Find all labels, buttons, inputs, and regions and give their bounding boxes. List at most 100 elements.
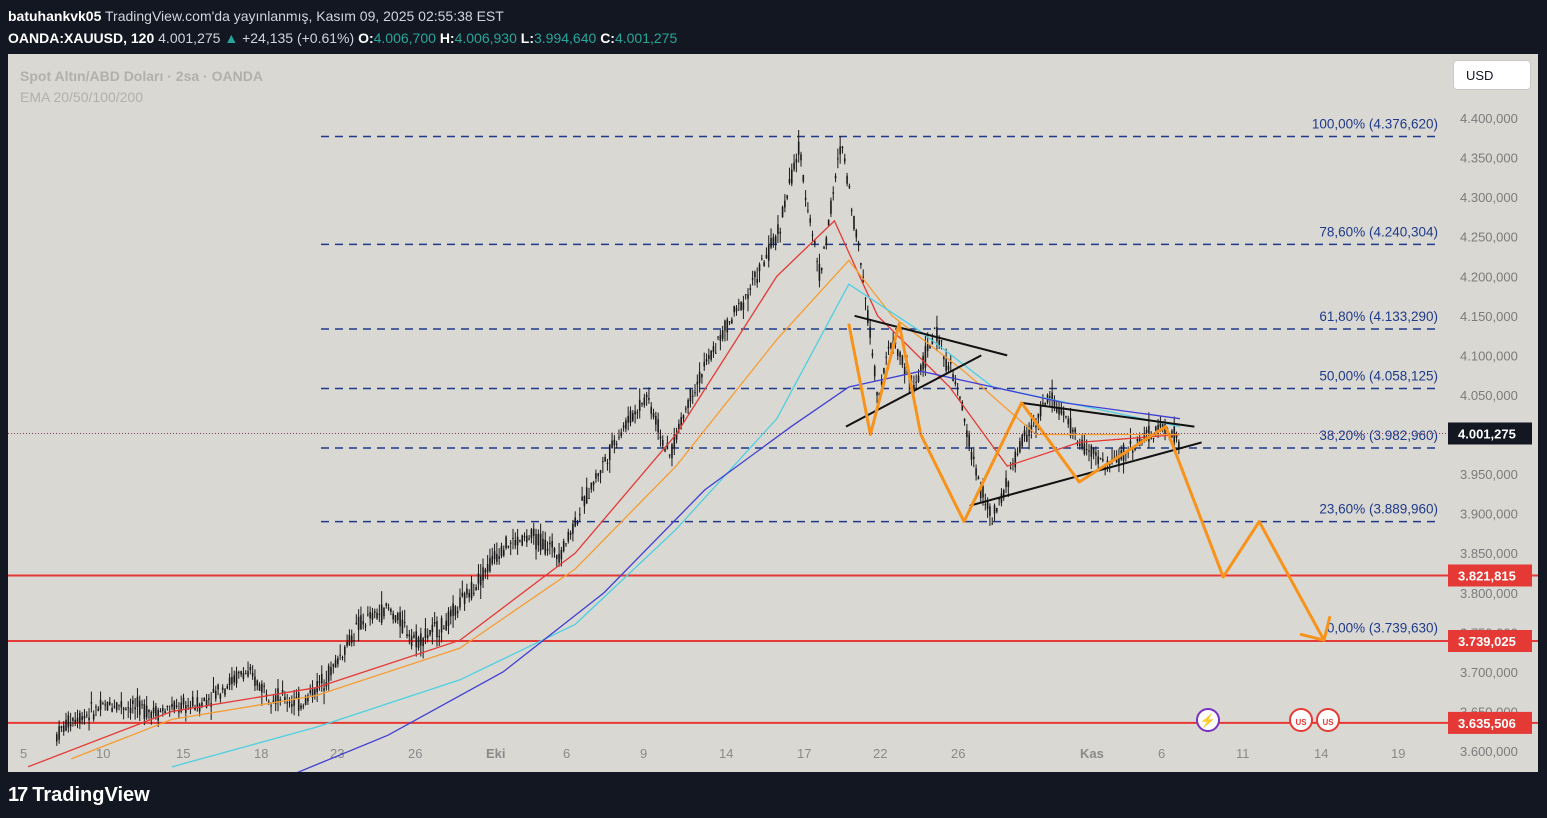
- x-tick-label: 26: [951, 746, 965, 761]
- candle-body: [797, 141, 800, 155]
- candle-body: [675, 433, 678, 440]
- candle-body: [841, 146, 844, 149]
- candle-body: [708, 355, 710, 359]
- candle-body: [855, 230, 858, 238]
- candle-body: [1081, 439, 1083, 449]
- candle-body: [735, 307, 738, 312]
- price-chart[interactable]: 4.400,000 4.350,000 4.300,000 4.250,000 4.20…: [8, 54, 1538, 772]
- brand-logo: 17 TradingView: [8, 784, 150, 807]
- candle-body: [542, 538, 544, 550]
- candle-body: [970, 451, 973, 460]
- candle-body: [1028, 429, 1030, 437]
- candle-body: [742, 302, 745, 310]
- candle-body: [954, 381, 957, 385]
- candle-body: [664, 449, 666, 452]
- candle-body: [853, 215, 855, 230]
- candle-body: [936, 326, 938, 342]
- candle-body: [99, 699, 102, 710]
- candle-body: [885, 356, 888, 358]
- candle-body: [403, 622, 406, 624]
- publish-info: TradingView.com'da yayınlanmış, Kasım 09…: [105, 8, 504, 24]
- support-price-tag: [1448, 629, 1532, 652]
- candle-body: [758, 264, 761, 272]
- candle-body: [461, 592, 464, 597]
- candle-body: [479, 576, 482, 586]
- candle-body: [843, 158, 846, 162]
- candle-body: [717, 336, 719, 338]
- candle-body: [544, 539, 547, 555]
- candle-body: [899, 352, 901, 357]
- candle-body: [719, 334, 722, 341]
- candle-body: [645, 394, 648, 398]
- candle-body: [926, 343, 929, 352]
- candle-body: [597, 473, 600, 477]
- y-tick-label: 3.900,000: [1460, 507, 1518, 522]
- candle-body: [311, 689, 314, 698]
- currency-button[interactable]: USD: [1453, 60, 1531, 90]
- chart-frame[interactable]: 4.400,000 4.350,000 4.300,000 4.250,000 4.20…: [8, 54, 1538, 772]
- candle-body: [636, 412, 639, 414]
- candle-body: [102, 703, 104, 705]
- candle-body: [532, 528, 535, 536]
- candle-body: [668, 454, 671, 456]
- candle-body: [975, 468, 977, 476]
- last-price-tag: [1448, 422, 1532, 445]
- candle-body: [733, 305, 735, 313]
- candles: [56, 129, 1180, 746]
- candle-body: [387, 607, 390, 609]
- y-tick-label: 3.800,000: [1460, 586, 1518, 601]
- candle-body: [834, 175, 837, 179]
- candle-body: [332, 664, 335, 667]
- support-price-tag: [1448, 711, 1532, 734]
- candle-body: [341, 657, 344, 659]
- candle-body: [588, 497, 590, 499]
- candle-body: [164, 711, 166, 714]
- candle-body: [830, 200, 832, 214]
- candle-body: [611, 440, 613, 449]
- us-flag-icon: [1316, 708, 1340, 732]
- candle-body: [111, 708, 113, 712]
- candle-body: [106, 701, 109, 711]
- candle-body: [281, 689, 284, 694]
- brand-name: TradingView: [32, 784, 150, 806]
- candle-body: [367, 614, 369, 616]
- candle-body: [890, 342, 892, 349]
- candle-body: [721, 330, 724, 339]
- candle-body: [297, 692, 300, 711]
- y-tick-label: 4.050,000: [1460, 388, 1518, 403]
- candle-body: [509, 542, 512, 544]
- candle-body: [839, 146, 841, 155]
- candle-body: [528, 538, 530, 540]
- candle-body: [470, 582, 473, 599]
- candle-body: [1035, 425, 1037, 428]
- author-name[interactable]: batuhankvk05: [8, 8, 102, 24]
- candle-body: [724, 320, 726, 331]
- candle-body: [949, 361, 952, 364]
- candle-body: [76, 717, 79, 723]
- candle-body: [850, 209, 853, 212]
- x-tick-label: 18: [254, 746, 268, 761]
- candle-body: [800, 154, 802, 161]
- support-price-label: 3.821,815: [1458, 568, 1516, 583]
- candle-body: [132, 700, 134, 704]
- candle-body: [426, 635, 429, 638]
- candle-body: [804, 197, 807, 200]
- candle-body: [1074, 428, 1076, 433]
- symbol-label[interactable]: OANDA:XAUUSD, 120: [8, 30, 155, 46]
- candle-body: [903, 366, 906, 375]
- candle-body: [982, 486, 984, 498]
- candle-body: [996, 508, 998, 512]
- candle-body: [316, 681, 318, 693]
- candle-body: [173, 701, 176, 711]
- candle-body: [224, 689, 226, 696]
- candle-body: [1118, 455, 1120, 466]
- candle-body: [353, 640, 355, 642]
- candle-body: [569, 532, 572, 535]
- candle-body: [931, 338, 934, 345]
- candle-body: [438, 635, 441, 638]
- x-tick-label: 14: [1314, 746, 1328, 761]
- candle-body: [807, 210, 809, 212]
- candle-body: [1016, 453, 1019, 455]
- candle-body: [961, 402, 964, 411]
- candle-body: [175, 705, 178, 707]
